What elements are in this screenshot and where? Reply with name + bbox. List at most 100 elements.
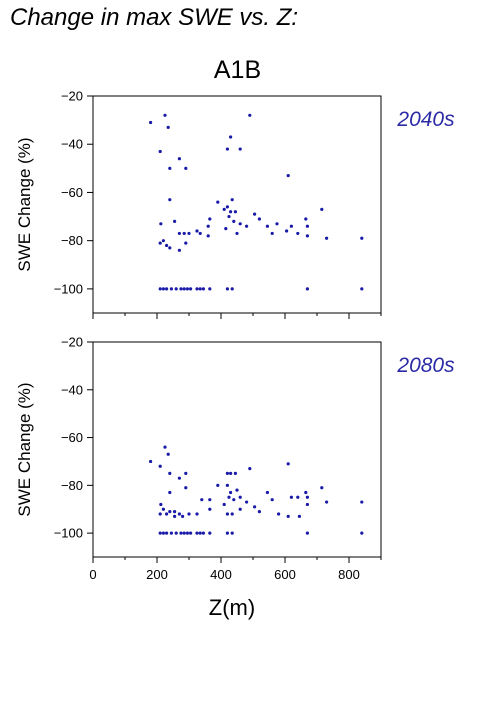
data-point [325, 236, 329, 240]
data-point [360, 500, 364, 504]
data-point [257, 510, 261, 514]
data-point [230, 531, 234, 535]
data-point [165, 287, 169, 291]
data-point [224, 227, 228, 231]
x-tick-label: 200 [146, 567, 168, 582]
data-point [245, 500, 249, 504]
data-point [277, 512, 281, 516]
data-point [216, 200, 220, 204]
data-point [177, 512, 181, 516]
data-point [159, 222, 163, 226]
data-point [229, 471, 233, 475]
data-point [163, 113, 167, 117]
data-point [225, 512, 229, 516]
plot-frame [92, 341, 382, 558]
data-point [304, 490, 308, 495]
y-tick-label: −40 [61, 382, 83, 397]
y-axis-title: SWE Change (%) [15, 137, 34, 271]
data-point [161, 531, 165, 535]
data-point [174, 287, 178, 291]
data-point [227, 495, 231, 499]
data-point [182, 231, 186, 236]
data-point [187, 231, 191, 236]
data-point [238, 147, 242, 151]
data-point [177, 476, 181, 480]
data-point [238, 507, 242, 511]
data-point [158, 149, 162, 154]
data-point [305, 234, 309, 238]
chart-panel-2080s: −20 −40 −60 −80 −100 0 200 400 600 800 SWE Change … [15, 335, 455, 621]
data-point [222, 502, 226, 507]
data-point [305, 495, 309, 499]
data-point [238, 222, 242, 226]
data-point [198, 287, 202, 291]
data-point [245, 224, 249, 228]
data-point [265, 490, 269, 495]
data-point [158, 531, 162, 535]
data-point [225, 471, 229, 475]
data-point [320, 207, 324, 211]
data-point [297, 514, 301, 518]
data-point [235, 488, 239, 492]
data-point [168, 471, 172, 475]
data-point [305, 224, 309, 228]
data-point [181, 514, 185, 518]
data-point [289, 495, 293, 499]
data-point [208, 531, 212, 535]
data-point [257, 217, 261, 221]
data-point [208, 287, 212, 291]
y-tick-label: −100 [54, 526, 83, 541]
data-point [225, 147, 229, 151]
data-point [208, 507, 212, 511]
data-point [161, 287, 165, 291]
data-point [229, 210, 233, 214]
data-point [233, 471, 237, 475]
x-tick-label: 400 [210, 567, 232, 582]
data-point [248, 467, 252, 471]
data-point [149, 120, 153, 125]
x-tick-label: 600 [274, 567, 296, 582]
data-point [182, 531, 186, 535]
data-point [185, 531, 189, 535]
data-point [169, 531, 173, 535]
data-point [289, 224, 293, 228]
data-point [206, 224, 210, 228]
data-point [198, 531, 202, 535]
data-point [177, 248, 181, 252]
data-point [161, 239, 165, 243]
data-point [168, 510, 172, 514]
page-title: Change in max SWE vs. Z: [10, 4, 299, 31]
data-point [305, 287, 309, 291]
data-point [286, 462, 290, 466]
data-point [270, 498, 274, 502]
data-point [173, 510, 177, 514]
data-point [305, 502, 309, 507]
data-point [270, 231, 274, 236]
y-tick-label: −20 [61, 89, 83, 104]
data-point [169, 287, 173, 291]
x-axis-title: Z(m) [209, 595, 255, 620]
data-point [168, 166, 172, 170]
data-point [184, 486, 188, 490]
plot-frame [92, 95, 382, 314]
data-point [265, 224, 269, 228]
data-point [275, 222, 279, 226]
data-point [165, 531, 169, 535]
data-point [296, 495, 300, 499]
data-point [305, 531, 309, 535]
data-point [235, 231, 239, 236]
y-tick-label: −80 [61, 233, 83, 248]
data-point [177, 231, 181, 236]
data-point [227, 214, 231, 219]
data-point [159, 502, 163, 507]
x-tick-label: 0 [89, 567, 96, 582]
data-point [229, 135, 233, 139]
data-point [189, 287, 193, 291]
data-point [325, 500, 329, 504]
data-point [233, 210, 237, 214]
data-point [158, 464, 162, 468]
y-tick-label: −20 [61, 335, 83, 350]
data-point [195, 229, 199, 233]
data-point [179, 287, 183, 291]
